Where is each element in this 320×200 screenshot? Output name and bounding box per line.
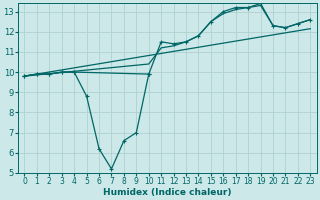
X-axis label: Humidex (Indice chaleur): Humidex (Indice chaleur) bbox=[103, 188, 232, 197]
